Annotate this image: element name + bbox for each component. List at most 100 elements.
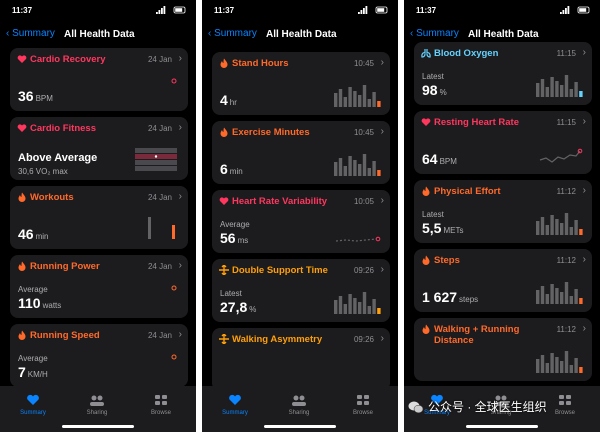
- back-label: Summary: [214, 28, 257, 39]
- card-title: Stand Hours: [232, 58, 289, 69]
- card-date: 11:12: [556, 325, 576, 334]
- value-number: 5,5: [422, 220, 442, 236]
- health-card[interactable]: Running Speed 24 Jan › Average 7 KM/H: [10, 324, 188, 387]
- chevron: ›: [582, 185, 586, 196]
- status-icons: [560, 6, 590, 14]
- card-value: 4 hr: [220, 92, 237, 108]
- mini-chart: [148, 217, 175, 239]
- tab-icon: [494, 395, 508, 406]
- health-card[interactable]: Heart Rate Variability 10:05 › Average 56 ms: [212, 190, 390, 253]
- card-value: Above Average: [18, 152, 97, 164]
- tab-icon: [431, 394, 443, 405]
- card-title: Running Speed: [30, 330, 100, 341]
- status-icons: [156, 6, 186, 14]
- chevron: ›: [178, 191, 182, 202]
- icon-flame: [18, 192, 26, 202]
- icon-arrows: [219, 265, 229, 275]
- health-card[interactable]: Walking Asymmetry 09:26 ›: [212, 328, 390, 391]
- value-unit: ms: [237, 236, 249, 245]
- card-date: 11:12: [556, 256, 576, 265]
- card-date: 24 Jan: [147, 124, 172, 133]
- home-indicator: [264, 425, 336, 428]
- back-button[interactable]: ‹ Summary: [410, 28, 459, 39]
- value-unit: hr: [229, 98, 237, 107]
- nav-title: All Health Data: [64, 29, 135, 40]
- health-card[interactable]: Cardio Recovery 24 Jan › 36 BPM: [10, 48, 188, 111]
- card-detail: 30,6 VO₂ max: [18, 167, 68, 176]
- value-number: 36: [18, 88, 34, 104]
- card-date: 10:05: [353, 197, 374, 206]
- mini-chart: [334, 292, 381, 314]
- health-card[interactable]: Resting Heart Rate 11:15 › 64 BPM: [414, 111, 592, 174]
- card-date: 11:15: [556, 118, 576, 127]
- card-title: Workouts: [30, 192, 74, 203]
- tab-label[interactable]: Browse: [150, 410, 171, 416]
- health-card[interactable]: Blood Oxygen 11:15 › Latest 98%: [414, 42, 592, 105]
- icon-heart: [17, 124, 27, 132]
- card-value: 7 KM/H: [18, 364, 48, 380]
- tab-bar: Summary Sharing Browse: [202, 386, 398, 432]
- icon-heart: [421, 118, 431, 126]
- card-title: Resting Heart Rate: [434, 117, 519, 128]
- tab-icon: [90, 395, 104, 406]
- value-unit: min: [35, 232, 49, 241]
- tab-label[interactable]: Summary: [222, 410, 248, 416]
- icon-lungs: [421, 49, 431, 58]
- mini-chart: [539, 148, 583, 163]
- mini-chart: [536, 75, 583, 97]
- value-unit: min: [229, 167, 243, 176]
- card-date: 09:26: [353, 266, 374, 275]
- status-time: 11:37: [12, 6, 33, 15]
- mini-chart: [332, 355, 382, 385]
- tab-icon: [229, 394, 241, 405]
- card-title: Physical Effort: [434, 186, 501, 197]
- chevron: ›: [178, 329, 182, 340]
- card-title: Exercise Minutes: [232, 127, 310, 138]
- mini-chart: [536, 351, 583, 373]
- health-card[interactable]: Exercise Minutes 10:45 › 6 min: [212, 121, 390, 184]
- card-value: 27,8%: [220, 299, 256, 315]
- icon-heart: [17, 55, 27, 63]
- tab-label[interactable]: Browse: [554, 410, 575, 416]
- tab-label[interactable]: Summary: [424, 410, 450, 416]
- chevron: ›: [380, 57, 384, 68]
- back-button[interactable]: ‹ Summary: [208, 28, 257, 39]
- health-card[interactable]: Cardio Fitness 24 Jan › Above Average 30,6 V…: [10, 117, 188, 180]
- card-title: Cardio Fitness: [30, 123, 96, 134]
- chevron: ›: [380, 333, 384, 344]
- card-date: 11:15: [556, 49, 576, 58]
- health-card[interactable]: Double Support Time 09:26 › Latest 27,8%: [212, 259, 390, 322]
- icon-flame: [422, 255, 430, 265]
- card-title: Cardio Recovery: [30, 54, 106, 65]
- card-value: 98%: [422, 82, 447, 98]
- tab-label[interactable]: Sharing: [288, 410, 310, 416]
- tab-label[interactable]: Summary: [20, 410, 46, 416]
- nav-title: All Health Data: [468, 29, 539, 40]
- health-card[interactable]: Walking + Running Distance 11:12 ›: [414, 318, 592, 381]
- mini-chart: [135, 148, 177, 171]
- health-card[interactable]: Running Power 24 Jan › Average 110 watts: [10, 255, 188, 318]
- card-title: Blood Oxygen: [434, 48, 499, 59]
- status-time: 11:37: [214, 6, 235, 15]
- value-number: 27,8: [220, 299, 248, 315]
- health-card[interactable]: Physical Effort 11:12 › Latest 5,5 METs: [414, 180, 592, 243]
- value-number: 110: [18, 295, 41, 311]
- tab-label[interactable]: Browse: [352, 410, 373, 416]
- card-date: 10:45: [353, 59, 374, 68]
- chevron: ›: [380, 126, 384, 137]
- back-button[interactable]: ‹ Summary: [6, 28, 55, 39]
- value-number: 98: [422, 82, 438, 98]
- card-title: Double Support Time: [232, 265, 328, 276]
- health-card[interactable]: Steps 11:12 › 1 627 steps: [414, 249, 592, 312]
- health-card[interactable]: Stand Hours 10:45 › 4 hr: [212, 52, 390, 115]
- card-title: Running Power: [30, 261, 100, 272]
- card-label: Latest: [220, 289, 242, 298]
- wechat-icon: [408, 401, 424, 413]
- card-label: Average: [18, 354, 48, 363]
- tab-label[interactable]: Sharing: [490, 410, 512, 416]
- value-unit: %: [439, 88, 447, 97]
- tab-label[interactable]: Sharing: [86, 410, 108, 416]
- health-card[interactable]: Workouts 24 Jan › 46 min: [10, 186, 188, 249]
- value-number: 1 627: [422, 289, 458, 305]
